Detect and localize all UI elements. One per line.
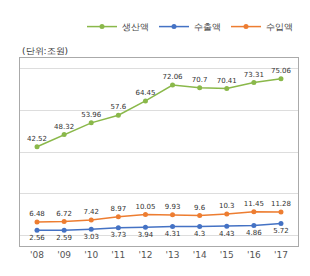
svg-text:3.03: 3.03 <box>83 233 99 241</box>
svg-text:5.72: 5.72 <box>273 227 289 235</box>
svg-text:10.05: 10.05 <box>135 203 155 211</box>
svg-text:'17: '17 <box>274 250 288 260</box>
svg-text:73.31: 73.31 <box>244 71 264 79</box>
svg-text:64.45: 64.45 <box>135 89 155 97</box>
svg-text:'10: '10 <box>84 250 98 260</box>
svg-text:8.97: 8.97 <box>111 205 127 213</box>
svg-text:42.52: 42.52 <box>27 135 47 143</box>
svg-text:'08: '08 <box>30 250 44 260</box>
svg-text:11.28: 11.28 <box>271 200 291 208</box>
svg-text:4.31: 4.31 <box>165 230 181 238</box>
svg-text:11.45: 11.45 <box>244 200 264 208</box>
svg-text:6.48: 6.48 <box>29 210 45 218</box>
svg-text:'09: '09 <box>57 250 71 260</box>
svg-text:7.42: 7.42 <box>83 208 99 216</box>
svg-text:'14: '14 <box>193 250 207 260</box>
svg-text:9.6: 9.6 <box>194 204 206 212</box>
svg-text:72.06: 72.06 <box>163 73 184 81</box>
svg-text:4.86: 4.86 <box>246 229 262 237</box>
svg-text:3.73: 3.73 <box>111 231 127 239</box>
svg-text:9.93: 9.93 <box>165 203 181 211</box>
svg-text:'13: '13 <box>166 250 180 260</box>
svg-text:4.43: 4.43 <box>219 230 235 238</box>
svg-text:3.94: 3.94 <box>138 231 154 239</box>
svg-text:(단위:조원): (단위:조원) <box>22 46 68 56</box>
svg-text:2.56: 2.56 <box>29 234 45 242</box>
svg-text:수입액: 수입액 <box>266 22 293 32</box>
svg-text:2.59: 2.59 <box>56 234 72 242</box>
svg-text:57.6: 57.6 <box>111 103 127 111</box>
svg-text:4.3: 4.3 <box>194 230 205 238</box>
svg-text:수출액: 수출액 <box>194 22 221 32</box>
svg-text:53.96: 53.96 <box>81 111 102 119</box>
svg-text:'15: '15 <box>220 250 234 260</box>
svg-text:생산액: 생산액 <box>122 22 149 32</box>
svg-text:75.06: 75.06 <box>271 67 292 75</box>
svg-text:'12: '12 <box>138 250 152 260</box>
svg-text:'16: '16 <box>247 250 261 260</box>
svg-text:6.72: 6.72 <box>56 210 72 218</box>
svg-text:10.3: 10.3 <box>219 202 235 210</box>
svg-text:48.32: 48.32 <box>54 123 74 131</box>
svg-text:70.41: 70.41 <box>217 77 237 85</box>
svg-text:'11: '11 <box>111 250 125 260</box>
svg-text:70.7: 70.7 <box>192 76 208 84</box>
